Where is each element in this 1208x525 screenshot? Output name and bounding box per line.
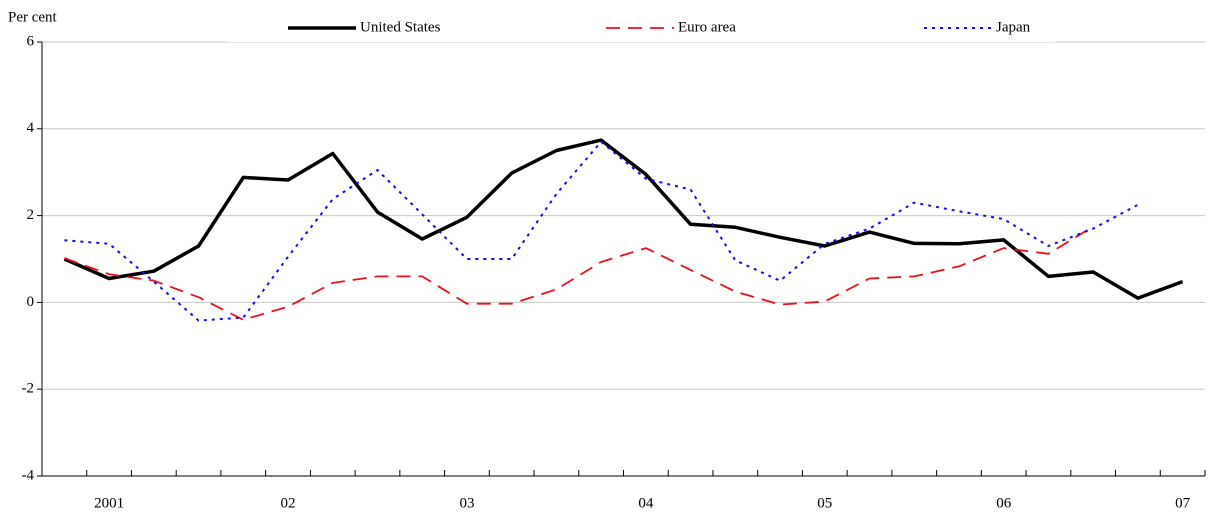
legend-label: United States	[360, 19, 441, 35]
y-tick-label: 4	[27, 120, 35, 136]
series-line	[64, 140, 1139, 322]
x-tick-label: 05	[817, 495, 832, 511]
y-tick-label: -2	[22, 381, 35, 397]
x-tick-label: 02	[281, 495, 296, 511]
y-axis-label: Per cent	[8, 9, 58, 25]
series-line	[63, 138, 1184, 300]
series-line	[64, 225, 1094, 321]
legend-label: Japan	[996, 19, 1031, 35]
y-tick-label: -4	[22, 467, 35, 483]
y-tick-label: 6	[27, 33, 35, 49]
y-tick-label: 2	[27, 207, 35, 223]
legend-label: Euro area	[678, 19, 736, 35]
x-tick-label: 03	[459, 495, 474, 511]
y-tick-label: 0	[27, 294, 35, 310]
x-tick-label: 2001	[94, 495, 124, 511]
x-tick-label: 07	[1175, 495, 1191, 511]
x-tick-label: 06	[996, 495, 1012, 511]
x-tick-label: 04	[638, 495, 654, 511]
